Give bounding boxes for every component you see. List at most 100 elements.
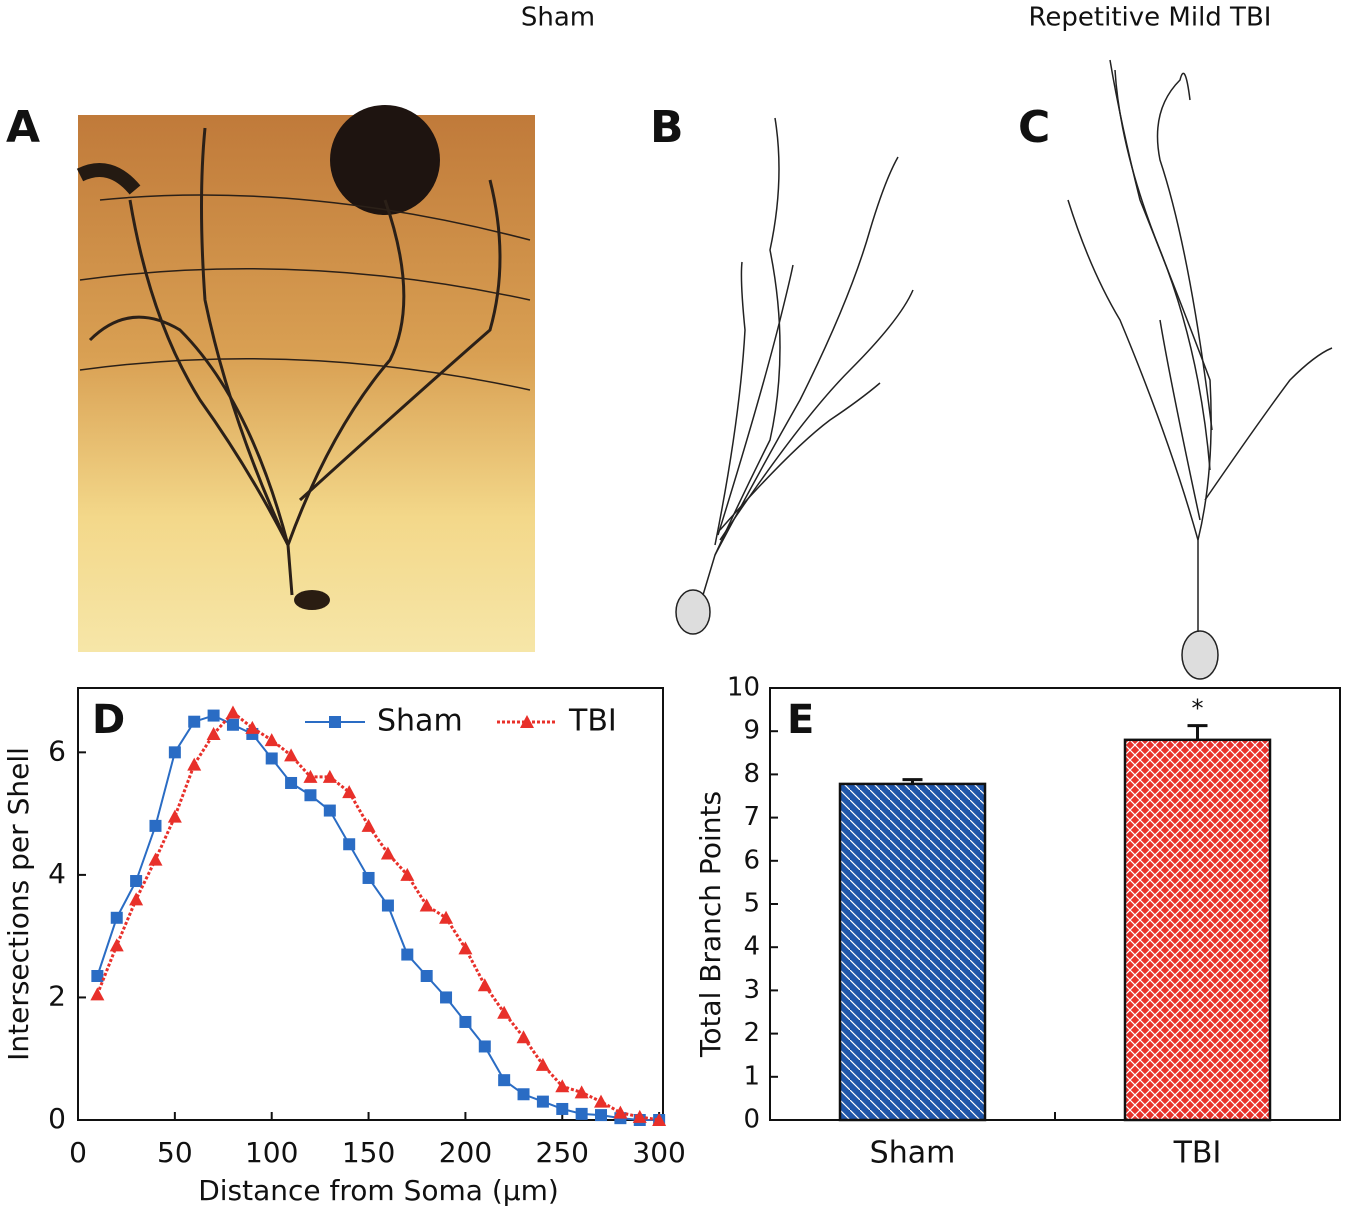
y-tick-label: 2 (743, 1018, 760, 1048)
marker (167, 809, 182, 823)
marker (187, 757, 202, 771)
marker (322, 769, 337, 783)
x-tick-label: 250 (536, 1136, 589, 1169)
micrograph (76, 105, 535, 652)
panel-letter: B (650, 102, 684, 153)
marker (439, 910, 454, 924)
y-tick-label: 9 (743, 716, 760, 746)
y-axis-label: Intersections per Shell (2, 747, 35, 1061)
marker (594, 1094, 609, 1108)
marker (497, 1005, 512, 1019)
marker (168, 746, 181, 759)
marker (477, 978, 492, 992)
marker (362, 871, 375, 884)
y-tick-label: 5 (743, 889, 760, 919)
marker (575, 1107, 588, 1120)
marker (343, 838, 356, 851)
marker (264, 733, 279, 747)
bar (838, 782, 987, 1122)
x-axis-label: Distance from Soma (μm) (198, 1174, 559, 1207)
marker (265, 752, 278, 765)
panel-letter: E (787, 697, 814, 743)
panel-letter: D (92, 697, 125, 743)
marker (149, 819, 162, 832)
marker (401, 948, 414, 961)
marker (458, 941, 473, 955)
marker (381, 899, 394, 912)
panel-letter: A (6, 102, 40, 153)
marker (245, 720, 260, 734)
marker (323, 804, 336, 817)
marker (419, 898, 434, 912)
y-tick-label: 0 (743, 1105, 760, 1135)
marker (342, 785, 357, 799)
marker (632, 1109, 647, 1123)
marker (536, 1095, 549, 1108)
x-tick-label: 150 (342, 1136, 395, 1169)
x-tick-label: 100 (245, 1136, 298, 1169)
y-tick-label: 4 (743, 932, 760, 962)
series-line (95, 710, 660, 1122)
y-tick-label: 6 (743, 845, 760, 875)
marker (459, 1015, 472, 1028)
y-tick-label: 3 (743, 975, 760, 1005)
marker (226, 718, 239, 731)
marker (148, 852, 163, 866)
x-tick-label: 200 (439, 1136, 492, 1169)
marker (361, 818, 376, 832)
marker (535, 1057, 550, 1071)
marker (110, 911, 123, 924)
marker (90, 987, 105, 1001)
legend-label: Sham (377, 704, 463, 739)
marker (400, 867, 415, 881)
marker (207, 709, 220, 722)
marker (303, 769, 318, 783)
marker (129, 892, 144, 906)
x-tick-label: 0 (69, 1136, 87, 1169)
marker (380, 846, 395, 860)
x-tick-label: 300 (632, 1136, 685, 1169)
marker (91, 970, 104, 982)
y-tick-label: 8 (743, 759, 760, 789)
y-tick-label: 2 (48, 979, 66, 1012)
plot-frame (77, 687, 664, 1121)
marker (188, 715, 201, 728)
marker (517, 1088, 530, 1101)
panel-letter: C (1018, 102, 1050, 153)
marker (652, 1113, 667, 1126)
marker (440, 991, 453, 1004)
y-tick-label: 10 (727, 673, 760, 703)
marker (206, 726, 221, 740)
significance-mark: * (1192, 695, 1204, 723)
series-line (96, 714, 660, 1121)
header-left: Sham (521, 3, 595, 33)
x-tick-label: 50 (157, 1136, 193, 1169)
header-right: Repetitive Mild TBI (1029, 3, 1272, 33)
marker (574, 1085, 589, 1099)
marker (420, 970, 433, 982)
marker (478, 1040, 491, 1053)
x-tick-label: TBI (1173, 1136, 1222, 1171)
marker (225, 705, 240, 719)
x-tick-label: Sham (870, 1136, 956, 1171)
bar (1123, 738, 1272, 1122)
marker (304, 789, 317, 802)
marker (285, 776, 298, 789)
y-tick-label: 1 (743, 1061, 760, 1091)
marker (130, 875, 143, 888)
marker (555, 1079, 570, 1093)
y-tick-label: 6 (48, 734, 66, 767)
marker (613, 1105, 628, 1119)
y-tick-label: 0 (48, 1102, 66, 1135)
legend-label: TBI (568, 704, 617, 739)
marker (556, 1102, 569, 1115)
marker (595, 1109, 608, 1122)
marker (329, 716, 341, 728)
marker (109, 938, 124, 952)
y-tick-label: 7 (743, 802, 760, 832)
y-axis-label: Total Branch Points (694, 791, 727, 1058)
marker (516, 1030, 531, 1044)
marker (520, 715, 534, 728)
neuron-drawing (675, 59, 1333, 680)
